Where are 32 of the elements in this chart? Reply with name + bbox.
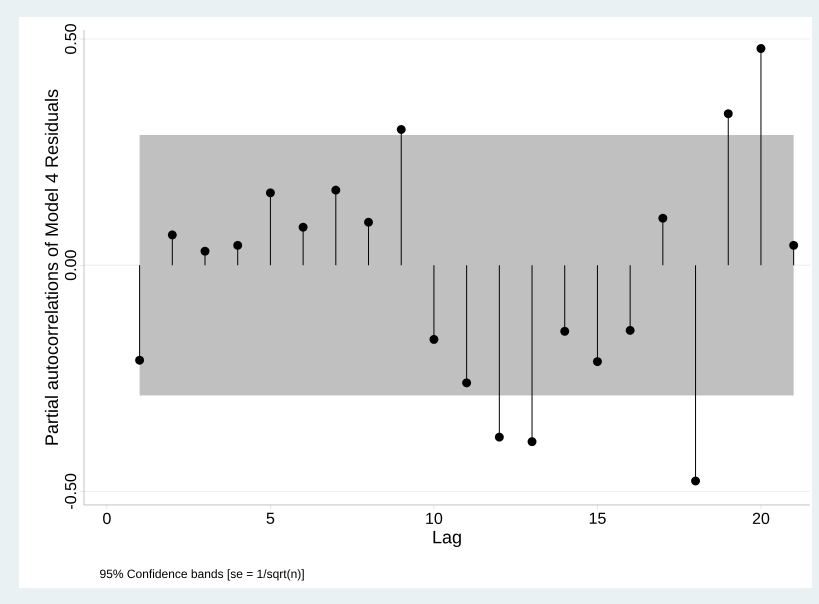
y-tick-label: 0.50: [64, 24, 76, 54]
point: [168, 230, 177, 240]
y-tick-label: -0.50: [64, 474, 76, 509]
point: [233, 240, 242, 250]
point: [200, 246, 210, 256]
point: [592, 357, 602, 366]
x-tick-label: 15: [590, 512, 606, 524]
x-tick-label: 20: [752, 512, 770, 524]
point: [135, 356, 144, 365]
point: [724, 109, 733, 118]
point: [756, 44, 766, 54]
x-tick-label: 0: [103, 512, 111, 524]
point: [658, 214, 668, 223]
point: [462, 378, 472, 388]
point: [528, 437, 537, 446]
text: 95% Confidence bands [se = 1/sqrt(n)]: [100, 569, 304, 580]
point: [691, 476, 700, 486]
point: [364, 218, 374, 227]
point: [331, 186, 340, 195]
y-tick-label: 0.00: [64, 250, 76, 280]
point: [626, 326, 635, 335]
y-axis-title: Partial autocorrelations of Model 4 Residuals: [44, 90, 58, 445]
x-axis-title: Lag: [433, 530, 461, 548]
point: [494, 432, 504, 442]
point: [266, 188, 275, 198]
point: [560, 326, 570, 336]
point: [789, 240, 798, 250]
x-tick-label: 5: [266, 512, 274, 524]
x-tick-label: 10: [426, 512, 442, 524]
point: [396, 125, 406, 134]
point: [429, 334, 438, 344]
point: [298, 222, 308, 232]
